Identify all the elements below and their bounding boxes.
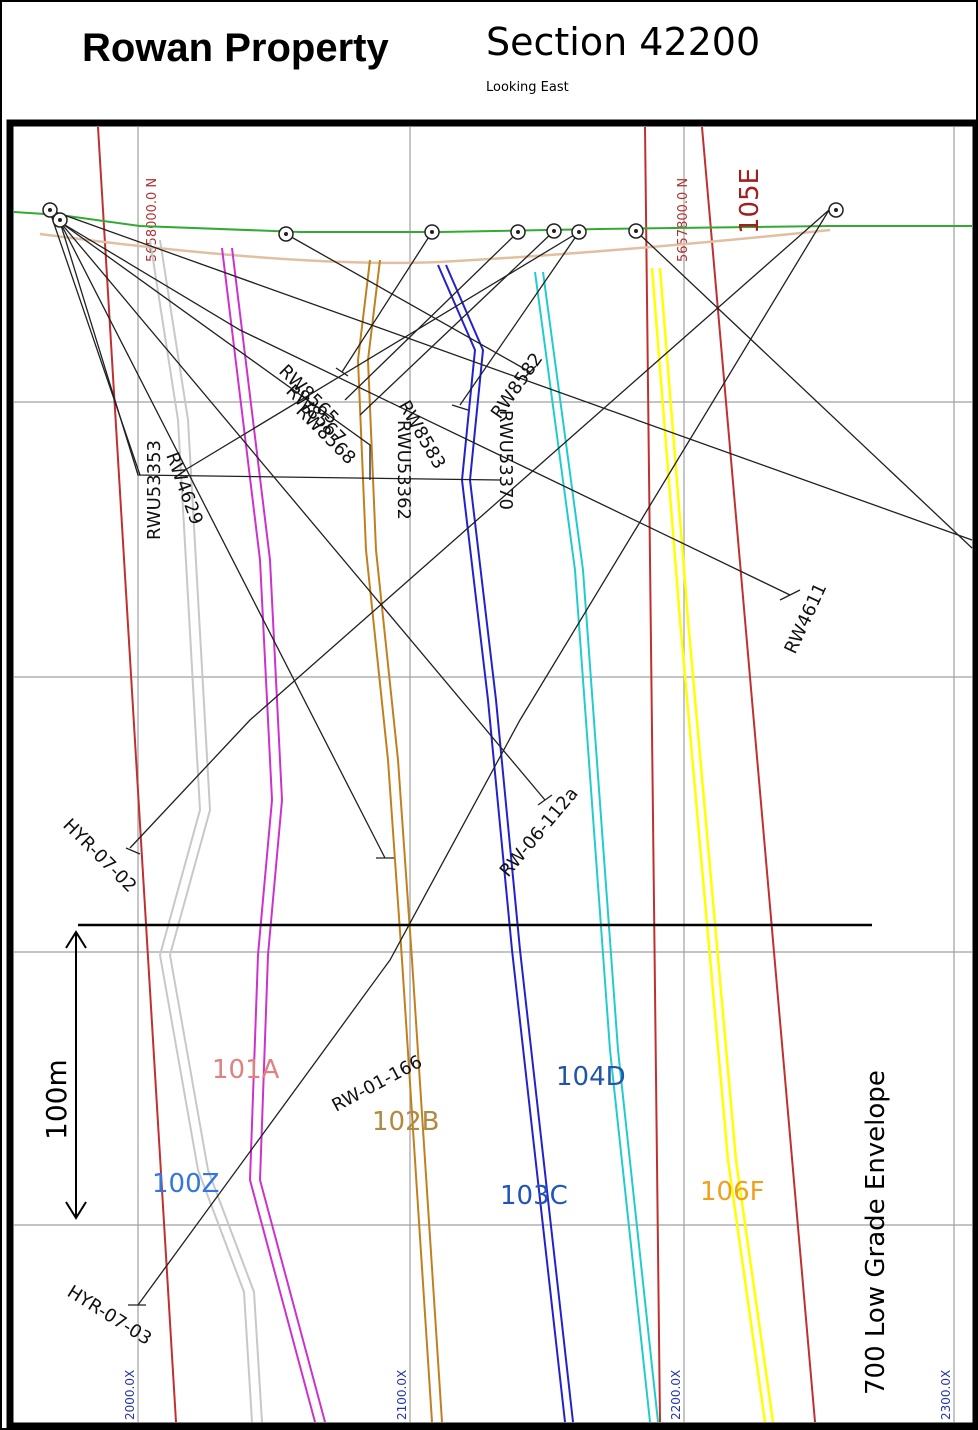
drill-hole-trace xyxy=(59,221,791,596)
easting-label: 2300.0X xyxy=(939,1370,953,1420)
drill-holes xyxy=(49,209,973,1306)
hole-label: RWU53353 xyxy=(144,440,165,540)
looking-direction: Looking East xyxy=(486,80,569,95)
topography-line xyxy=(13,211,972,233)
zone-103c-line xyxy=(437,264,574,1423)
property-boundary-line xyxy=(97,126,177,1423)
drill-hole-trace xyxy=(459,231,580,406)
zone-label-105e: 105E xyxy=(735,168,765,234)
zone-label-101a: 101A xyxy=(212,1055,280,1085)
section-title: Section 42200 xyxy=(486,20,761,64)
drill-hole-trace xyxy=(59,221,371,480)
scale-label: 100m xyxy=(40,1059,73,1140)
zone-100z-line xyxy=(149,239,263,1423)
zone-104d-line xyxy=(534,271,659,1423)
easting-label: 2200.0X xyxy=(669,1370,683,1420)
zone-label-104d: 104D xyxy=(556,1062,626,1092)
drill-hole-trace xyxy=(184,231,580,471)
northing-label: 5657800.0 N xyxy=(676,178,691,262)
hole-label: HYR-07-02 xyxy=(58,815,140,897)
drill-hole-trace xyxy=(341,231,433,373)
scale-bar xyxy=(65,930,87,1220)
hole-label: HYR-07-03 xyxy=(63,1281,155,1349)
drill-hole-trace xyxy=(59,221,386,859)
zone-label-103c: 103C xyxy=(500,1181,568,1211)
collar-markers xyxy=(42,202,844,242)
drill-hole-trace xyxy=(344,231,519,401)
easting-label: 2000.0X xyxy=(123,1370,137,1420)
zone-label-106f: 106F xyxy=(700,1177,765,1207)
zone-101a-line xyxy=(221,247,326,1423)
plot-border xyxy=(6,119,978,1430)
drill-hole-trace xyxy=(137,209,830,1306)
property-boundary-line xyxy=(644,126,661,1423)
hole-end-ticks xyxy=(125,365,801,1306)
hole-label: RWU53362 xyxy=(393,420,414,520)
hole-label: RW4611 xyxy=(780,580,831,657)
drill-hole-trace xyxy=(285,233,531,373)
easting-label: 2100.0X xyxy=(395,1370,409,1420)
grid xyxy=(14,127,972,1422)
property-title: Rowan Property xyxy=(82,26,389,70)
envelope-label: 700 Low Grade Envelope xyxy=(861,1070,891,1395)
drill-hole-trace xyxy=(59,221,501,481)
drill-hole-trace xyxy=(49,209,973,541)
overburden-line xyxy=(39,228,831,265)
northing-label: 5658000.0 N xyxy=(145,178,160,262)
drill-hole-trace xyxy=(359,230,555,416)
hole-label: RWU53370 xyxy=(495,410,516,510)
zone-105e-line xyxy=(701,126,816,1423)
drill-hole-trace xyxy=(59,221,546,801)
drill-hole-trace xyxy=(129,209,830,849)
zone-label-102b: 102B xyxy=(372,1107,439,1137)
zone-106f-line xyxy=(650,267,775,1423)
drill-hole-trace xyxy=(635,230,973,549)
drill-hole-trace xyxy=(49,211,141,476)
collar-dots xyxy=(48,208,838,236)
zone-label-100z: 100Z xyxy=(152,1169,219,1199)
